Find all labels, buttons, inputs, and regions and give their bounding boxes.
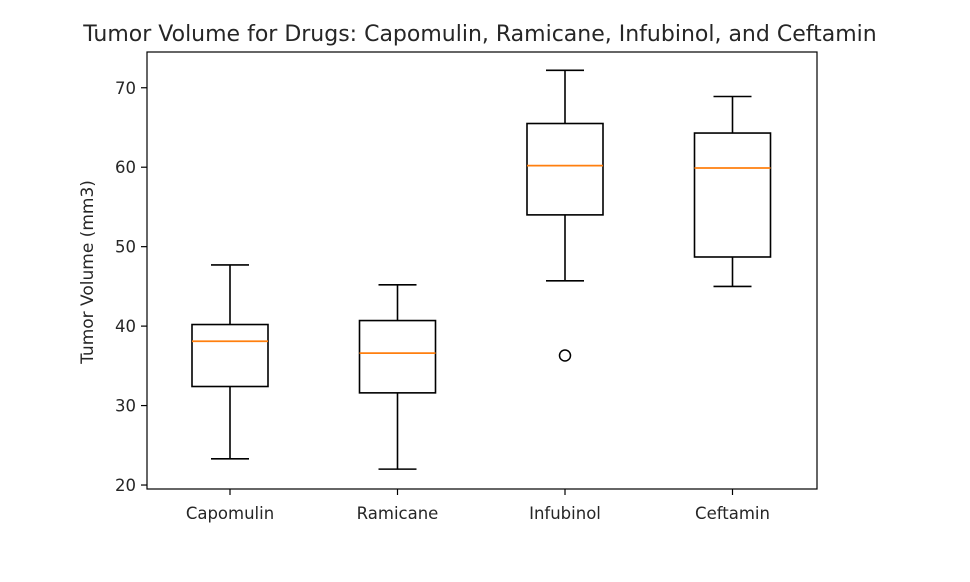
y-axis-label: Tumor Volume (mm3) (78, 180, 98, 365)
y-tick-label-60: 60 (115, 158, 136, 177)
x-tick-label-ceftamin: Ceftamin (695, 504, 770, 523)
y-tick-label-20: 20 (115, 476, 136, 495)
chart-title: Tumor Volume for Drugs: Capomulin, Ramic… (82, 22, 876, 47)
plot-frame (146, 51, 818, 490)
x-tick-label-ramicane: Ramicane (357, 504, 439, 523)
y-tick-label-70: 70 (115, 79, 136, 98)
x-tick-label-capomulin: Capomulin (186, 504, 274, 523)
plot-area: 20 30 40 50 60 70 Capomulin Ramicane Infubinol Ce… (115, 51, 818, 523)
box-ceftamin (693, 132, 772, 258)
outlier-infubinol-0 (558, 349, 572, 362)
y-tick-label-40: 40 (115, 317, 136, 336)
box-capomulin (191, 323, 269, 388)
x-tick-label-infubinol: Infubinol (529, 504, 601, 523)
box-ramicane (358, 319, 437, 394)
box-infubinol (526, 122, 604, 216)
y-tick-label-30: 30 (115, 397, 136, 416)
y-tick-label-50: 50 (115, 238, 136, 257)
